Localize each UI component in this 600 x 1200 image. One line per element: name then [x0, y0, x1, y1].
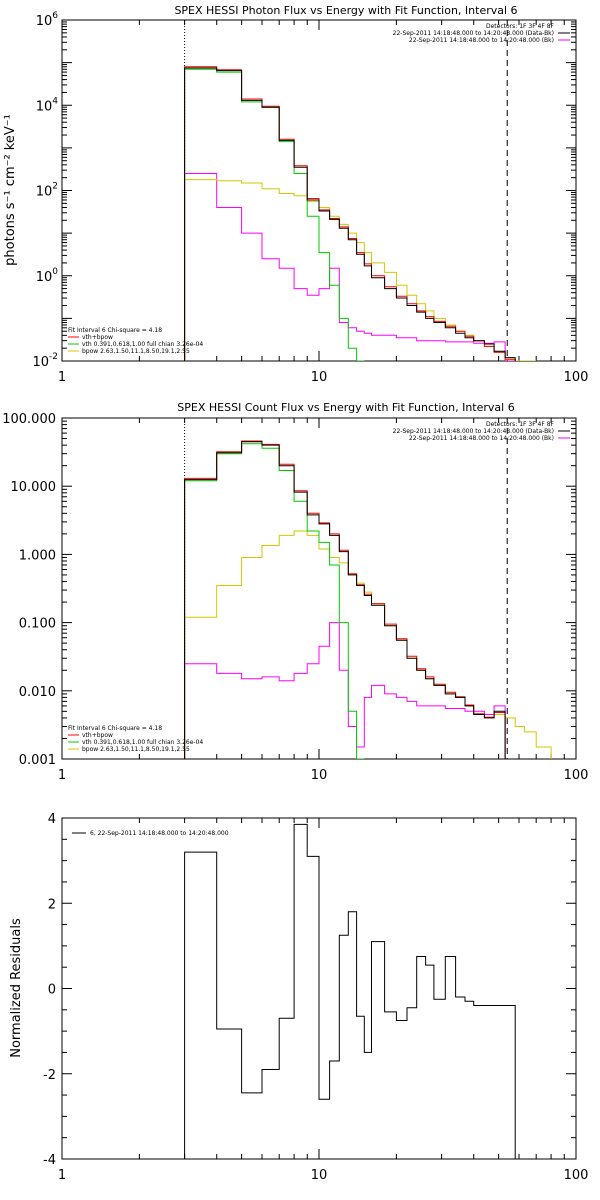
count-y-tick-label: 1.000 [19, 548, 56, 563]
photon-y-tick-label: 10-2 [32, 352, 58, 370]
count-series-data-bk [184, 441, 506, 759]
resid-x-tick-label: 10 [311, 1168, 328, 1183]
count-series-bk [184, 622, 506, 759]
legend-entry: 22-Sep-2011 14:18:48.000 to 14:20:48.000… [409, 37, 554, 44]
resid-y-tick-label: 0 [48, 983, 56, 998]
resid-y-tick-label: -4 [43, 1153, 56, 1168]
legend-entry: 6, 22-Sep-2011 14:18:48.000 to 14:20:48.… [90, 830, 229, 837]
legend-entry: Detectors: 1F 3F 4F 8F [486, 421, 555, 428]
legend-entry: vth+bpow [82, 334, 113, 341]
legend-entry: Fit Interval 6 Chi-square = 4.18 [68, 725, 162, 732]
legend-entry: Detectors: 1F 3F 4F 8F [486, 23, 555, 30]
resid-y-tick-label: -2 [43, 1068, 56, 1083]
resid-series-6-22-sep-2011-14-18-48-000-to-14-20-48-000 [184, 823, 516, 1159]
photon-flux-ylabel: photons s⁻¹ cm⁻² keV⁻¹ [3, 114, 18, 266]
resid-y-tick-label: 2 [48, 897, 56, 912]
legend-entry: vth 0.391,0.618,1.00 full chian 3.26e-04 [82, 739, 203, 746]
resid-legend-top-left: 6, 22-Sep-2011 14:18:48.000 to 14:20:48.… [72, 830, 229, 837]
photon-series-bk [184, 173, 516, 361]
legend-entry: 22-Sep-2011 14:18:48.000 to 14:20:48.000… [393, 428, 554, 435]
photon-legend-bottom-left: Fit Interval 6 Chi-square = 4.18vth+bpow… [68, 327, 203, 355]
count-x-tick-label: 100 [564, 768, 589, 783]
legend-entry: 22-Sep-2011 14:18:48.000 to 14:20:48.000… [409, 435, 554, 442]
residuals-plot-area: 6, 22-Sep-2011 14:18:48.000 to 14:20:48.… [72, 823, 516, 1159]
panel-residuals: 1 10 100 -4 -2 0 2 4 6, 22-Sep-2011 14:18:48.00… [9, 812, 588, 1183]
count-flux-title: SPEX HESSI Count Flux vs Energy with Fit… [177, 401, 514, 414]
resid-x-tick-label: 1 [58, 1168, 66, 1183]
count-x-tick-label: 1 [58, 768, 66, 783]
photon-y-tick-label: 104 [36, 96, 59, 114]
photon-y-tick-label: 102 [36, 182, 58, 200]
count-x-tick-label: 10 [311, 768, 328, 783]
residuals-ylabel: Normalized Residuals [9, 918, 24, 1058]
photon-x-tick-label: 1 [58, 370, 66, 385]
resid-y-tick-label: 4 [48, 812, 56, 827]
count-y-tick-label: 0.001 [19, 753, 56, 768]
count-legend-bottom-left: Fit Interval 6 Chi-square = 4.18vth+bpow… [68, 725, 203, 753]
legend-entry: 22-Sep-2011 14:18:48.000 to 14:20:48.000… [393, 30, 554, 37]
count-y-tick-label: 0.010 [19, 685, 56, 700]
legend-entry: bpow 2.63,1.50,11.1,8.50,19.1,2.55 [82, 348, 190, 355]
count-y-tick-label: 10.000 [11, 480, 57, 495]
photon-y-tick-label: 106 [36, 11, 59, 29]
count-y-tick-label: 0.100 [19, 617, 56, 632]
photon-y-tick-label: 100 [36, 267, 59, 285]
legend-entry: vth 0.391,0.618,1.00 full chian 3.26e-04 [82, 341, 203, 348]
photon-series-data-bk [184, 67, 516, 361]
photon-series-vth-bpow [184, 66, 516, 361]
photon-x-tick-label: 10 [311, 370, 328, 385]
legend-entry: vth+bpow [82, 732, 113, 739]
photon-x-tick-label: 100 [564, 370, 589, 385]
resid-x-tick-label: 100 [564, 1168, 589, 1183]
panel-count-flux: SPEX HESSI Count Flux vs Energy with Fit… [2, 401, 588, 783]
legend-entry: Fit Interval 6 Chi-square = 4.18 [68, 327, 162, 334]
legend-entry: bpow 2.63,1.50,11.1,8.50,19.1,2.55 [82, 746, 190, 753]
panel-photon-flux: SPEX HESSI Photon Flux vs Energy with Fi… [3, 4, 588, 385]
count-y-tick-label: 100.000 [2, 412, 56, 427]
photon-flux-title: SPEX HESSI Photon Flux vs Energy with Fi… [174, 4, 517, 17]
